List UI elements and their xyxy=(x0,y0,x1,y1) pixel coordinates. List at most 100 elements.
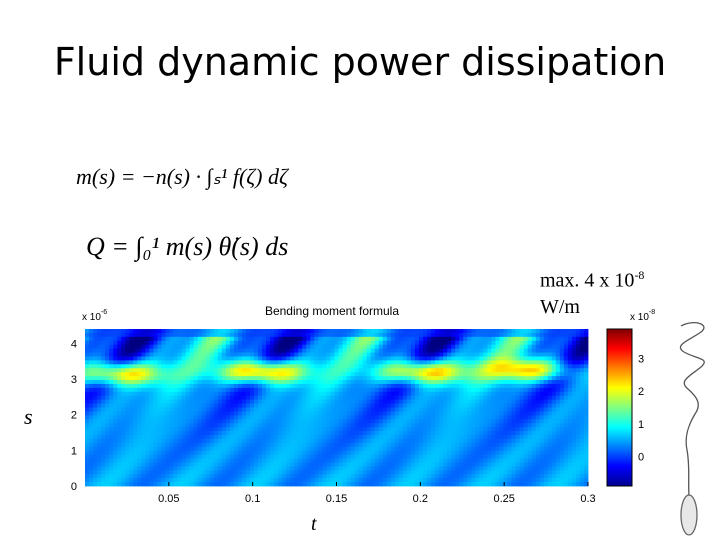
heatmap-cell xyxy=(427,380,432,385)
heatmap-cell xyxy=(418,450,424,456)
heatmap-cell xyxy=(282,411,287,416)
heatmap-cell xyxy=(157,336,162,342)
heatmap-cell xyxy=(113,329,118,334)
heatmap-cell xyxy=(427,419,432,424)
heatmap-cell xyxy=(443,372,448,377)
heatmap-cell xyxy=(539,399,545,404)
heatmap-cell xyxy=(350,383,355,389)
heatmap-cell xyxy=(406,466,412,471)
heatmap-cell xyxy=(386,329,392,334)
heatmap-cell xyxy=(249,332,255,338)
heatmap-cell xyxy=(233,411,239,416)
heatmap-cell xyxy=(519,387,525,393)
heatmap-cell xyxy=(237,364,243,369)
heatmap-cell xyxy=(294,399,299,404)
heatmap-cell xyxy=(133,482,138,487)
heatmap-cell xyxy=(575,462,581,467)
heatmap-cell xyxy=(173,348,178,353)
heatmap-cell xyxy=(402,399,408,404)
heatmap-cell xyxy=(241,454,247,459)
heatmap-cell xyxy=(89,450,94,456)
heatmap-cell xyxy=(435,387,440,393)
heatmap-cell xyxy=(262,478,267,483)
heatmap-cell xyxy=(189,368,195,373)
heatmap-cell xyxy=(342,427,347,432)
heatmap-cell xyxy=(439,466,444,471)
heatmap-cell xyxy=(467,348,472,353)
heatmap-cell xyxy=(310,356,315,361)
heatmap-cell xyxy=(471,329,476,334)
heatmap-cell xyxy=(483,419,488,424)
heatmap-cell xyxy=(149,332,154,338)
heatmap-cell xyxy=(254,395,259,401)
heatmap-cell xyxy=(543,450,549,456)
heatmap-cell xyxy=(354,438,360,444)
heatmap-cell xyxy=(205,478,211,483)
heatmap-cell xyxy=(575,352,581,357)
heatmap-cell xyxy=(390,356,396,361)
heatmap-cell xyxy=(141,431,146,436)
heatmap-cell xyxy=(382,407,388,412)
heatmap-cell xyxy=(575,442,581,448)
heatmap-cell xyxy=(394,399,400,404)
heatmap-cell xyxy=(249,438,255,444)
heatmap-cell xyxy=(342,360,347,365)
heatmap-cell xyxy=(197,407,203,412)
heatmap-cell xyxy=(169,356,174,361)
heatmap-cell xyxy=(519,466,525,471)
heatmap-cell xyxy=(423,387,428,393)
heatmap-cell xyxy=(278,458,283,463)
heatmap-cell xyxy=(209,387,215,393)
heatmap-cell xyxy=(193,391,199,397)
heatmap-cell xyxy=(491,423,496,428)
heatmap-cell xyxy=(491,454,496,459)
heatmap-cell xyxy=(278,340,283,346)
heatmap-cell xyxy=(181,434,186,440)
heatmap-cell xyxy=(286,364,291,369)
heatmap-cell xyxy=(245,407,251,412)
heatmap-cell xyxy=(382,356,388,361)
heatmap-cell xyxy=(149,478,154,483)
heatmap-cell xyxy=(423,470,428,475)
heatmap-cell xyxy=(435,431,440,436)
heatmap-cell xyxy=(221,332,227,338)
heatmap-cell xyxy=(414,348,420,353)
heatmap-cell xyxy=(322,419,327,424)
heatmap-cell xyxy=(398,478,404,483)
heatmap-cell xyxy=(531,411,537,416)
heatmap-cell xyxy=(282,407,287,412)
heatmap-cell xyxy=(398,403,404,408)
heatmap-cell xyxy=(551,466,557,471)
heatmap-cell xyxy=(245,427,251,432)
heatmap-cell xyxy=(539,336,545,342)
heatmap-cell xyxy=(97,376,102,381)
heatmap-cell xyxy=(414,454,420,459)
heatmap-cell xyxy=(274,454,279,459)
heatmap-cell xyxy=(523,391,529,397)
heatmap-cell xyxy=(141,340,146,346)
heatmap-cell xyxy=(402,376,408,381)
heatmap-cell xyxy=(113,423,118,428)
heatmap-cell xyxy=(213,411,219,416)
heatmap-cell xyxy=(471,376,476,381)
heatmap-cell xyxy=(439,340,444,346)
heatmap-cell xyxy=(318,348,323,353)
heatmap-cell xyxy=(125,376,130,381)
heatmap-cell xyxy=(435,466,440,471)
heatmap-cell xyxy=(338,423,343,428)
heatmap-cell xyxy=(475,376,480,381)
heatmap-cell xyxy=(310,411,315,416)
heatmap-cell xyxy=(535,348,541,353)
heatmap-cell xyxy=(149,434,154,440)
heatmap-cell xyxy=(249,411,255,416)
heatmap-cell xyxy=(225,458,231,463)
heatmap-cell xyxy=(125,419,130,424)
heatmap-cell xyxy=(169,474,174,479)
heatmap-cell xyxy=(390,344,396,350)
heatmap-cell xyxy=(414,399,420,404)
heatmap-cell xyxy=(93,332,98,338)
heatmap-cell xyxy=(366,360,372,365)
heatmap-cell xyxy=(583,411,589,416)
heatmap-cell xyxy=(233,332,239,338)
heatmap-cell xyxy=(165,387,170,393)
